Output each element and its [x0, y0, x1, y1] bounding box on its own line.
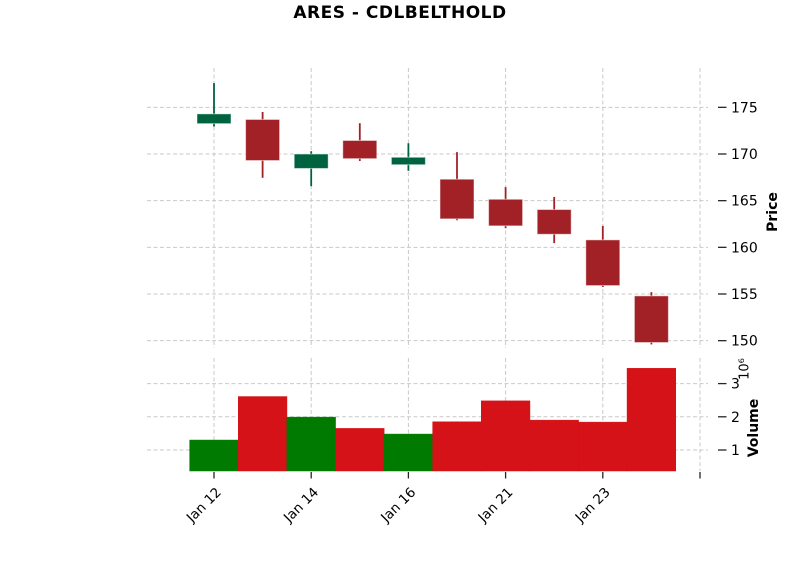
volume-bar	[626, 368, 676, 472]
candle-body	[196, 113, 232, 125]
volume-bar	[529, 419, 579, 472]
x-tick-label: Jan 21	[475, 485, 517, 527]
volume-axis-label: Volume	[746, 398, 762, 458]
price-tick-label: 170	[731, 147, 758, 163]
x-tick-label: Jan 23	[572, 485, 614, 527]
candle-body	[488, 198, 524, 227]
price-tick-label: 155	[731, 287, 758, 303]
price-tick-label: 165	[731, 194, 758, 210]
volume-scale-label: 10⁶	[737, 358, 753, 380]
candle-body	[245, 118, 281, 162]
volume-tick-label: 3	[731, 377, 740, 393]
candle-body	[633, 295, 669, 344]
volume-bar	[432, 421, 482, 472]
price-tick-label: 175	[731, 100, 758, 116]
x-tick-label: Jan 16	[377, 485, 419, 527]
volume-bar	[578, 421, 628, 472]
volume-bar	[383, 433, 433, 472]
volume-bar	[286, 416, 336, 472]
x-tick-label: Jan 14	[280, 485, 322, 527]
chart-title: ARES - CDLBELTHOLD	[293, 3, 507, 23]
volume-bar	[238, 396, 288, 472]
price-tick-label: 160	[731, 240, 758, 256]
volume-bar	[189, 439, 239, 472]
volume-bar	[481, 400, 531, 472]
volume-bar	[335, 428, 385, 472]
x-tick-label: Jan 12	[183, 485, 225, 527]
candle-body	[439, 178, 475, 220]
candle-body	[342, 139, 378, 160]
price-axis-label: Price	[765, 192, 781, 232]
price-tick-label: 150	[731, 334, 758, 350]
volume-tick-label: 2	[731, 410, 740, 426]
candle-body	[390, 156, 426, 166]
candle-body	[293, 153, 329, 169]
candle-body	[585, 239, 621, 287]
volume-tick-label: 1	[731, 443, 740, 459]
candle-body	[536, 209, 572, 235]
